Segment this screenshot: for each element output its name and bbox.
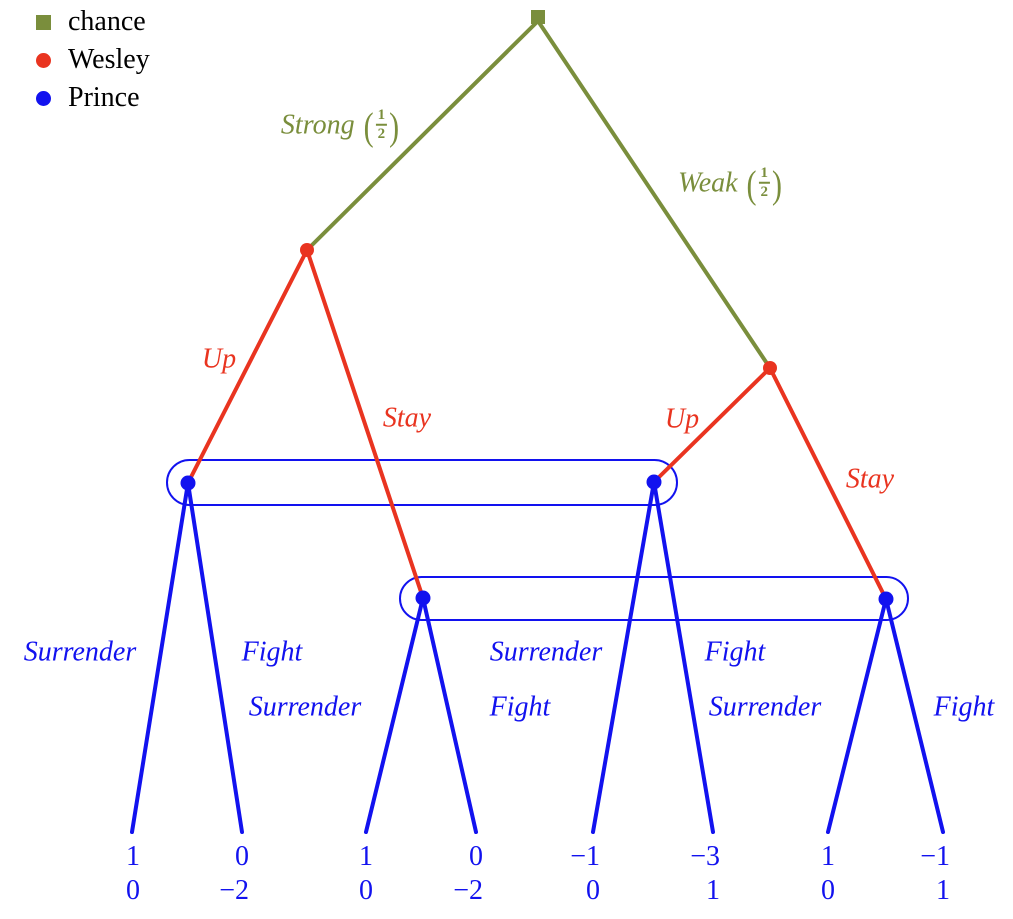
payoff-top: 1 xyxy=(821,841,835,872)
information-set-lower xyxy=(399,576,909,621)
leaf-payoffs-4: 0 −2 xyxy=(453,840,483,908)
prince-node-1 xyxy=(180,475,196,491)
edge-surrender-3 xyxy=(591,480,656,834)
payoff-bottom: −2 xyxy=(453,875,483,906)
legend-item-prince: Prince xyxy=(36,79,150,117)
edge-fight-1 xyxy=(186,481,244,834)
edge-label-fight-3: Fight xyxy=(704,636,766,668)
payoff-bottom: −2 xyxy=(219,875,249,906)
action-text: Strong xyxy=(280,109,355,141)
leaf-payoffs-5: −1 0 xyxy=(570,840,600,908)
wesley-node-strong xyxy=(300,243,314,257)
wesley-dot-icon xyxy=(36,52,51,68)
edge-up-left xyxy=(186,248,309,485)
edge-stay-left xyxy=(305,248,425,600)
open-paren: ( xyxy=(363,105,374,149)
edge-strong xyxy=(305,19,540,252)
chance-square-icon xyxy=(36,14,51,30)
payoff-bottom: 0 xyxy=(359,875,373,906)
payoff-bottom: 0 xyxy=(586,875,600,906)
fraction-denominator: 2 xyxy=(377,126,386,142)
payoff-bottom: 1 xyxy=(706,875,720,906)
leaf-payoffs-1: 1 0 xyxy=(126,840,140,908)
prince-dot-icon xyxy=(36,90,51,106)
edge-fight-2 xyxy=(421,596,478,834)
edge-label-surrender-2: Surrender xyxy=(248,691,362,723)
legend-label-wesley: Wesley xyxy=(68,44,150,75)
legend-item-chance: chance xyxy=(36,3,150,41)
edge-stay-right xyxy=(768,366,888,601)
edge-label-strong: Strong(1 2) xyxy=(280,105,400,148)
probability: (1 2) xyxy=(747,163,783,206)
payoff-top: −1 xyxy=(570,841,600,872)
payoff-bottom: 1 xyxy=(936,875,950,906)
legend: chance Wesley Prince xyxy=(36,3,150,117)
payoff-top: 1 xyxy=(126,841,140,872)
payoff-top: 1 xyxy=(359,841,373,872)
edge-label-stay-left: Stay xyxy=(382,402,432,434)
chance-node xyxy=(531,10,545,24)
information-set-upper xyxy=(166,459,678,506)
leaf-payoffs-6: −3 1 xyxy=(690,840,720,908)
fraction-denominator: 2 xyxy=(760,184,769,200)
fraction-numerator: 1 xyxy=(375,107,388,126)
wesley-node-weak xyxy=(763,361,777,375)
edge-label-surrender-1: Surrender xyxy=(23,636,137,668)
edge-surrender-1 xyxy=(130,481,190,834)
leaf-payoffs-7: 1 0 xyxy=(821,840,835,908)
edge-label-stay-right: Stay xyxy=(845,463,895,495)
edge-label-up-left: Up xyxy=(201,343,237,375)
legend-label-chance: chance xyxy=(68,6,146,37)
edge-up-right xyxy=(652,366,772,484)
payoff-top: −3 xyxy=(690,841,720,872)
edge-fight-4 xyxy=(884,597,945,834)
payoff-top: −1 xyxy=(920,841,950,872)
prince-node-3 xyxy=(415,590,431,606)
edge-weak xyxy=(536,19,772,370)
prince-node-2 xyxy=(646,474,662,490)
leaf-payoffs-3: 1 0 xyxy=(359,840,373,908)
edge-fight-3 xyxy=(652,480,715,834)
payoff-top: 0 xyxy=(469,841,483,872)
payoff-top: 0 xyxy=(235,841,249,872)
edge-label-fight-1: Fight xyxy=(241,636,303,668)
payoff-bottom: 0 xyxy=(126,875,140,906)
action-text: Weak xyxy=(677,167,738,199)
edge-surrender-4 xyxy=(826,597,888,834)
close-paren: ) xyxy=(389,105,400,149)
legend-label-prince: Prince xyxy=(68,82,140,113)
leaf-payoffs-8: −1 1 xyxy=(920,840,950,908)
open-paren: ( xyxy=(746,163,757,207)
edge-surrender-2 xyxy=(364,596,425,834)
legend-item-wesley: Wesley xyxy=(36,41,150,79)
edge-label-fight-2: Fight xyxy=(489,691,551,723)
prince-node-4 xyxy=(878,591,894,607)
edge-label-up-right: Up xyxy=(664,403,700,435)
fraction-numerator: 1 xyxy=(758,165,771,184)
leaf-payoffs-2: 0 −2 xyxy=(219,840,249,908)
edge-label-surrender-3: Surrender xyxy=(489,636,603,668)
edge-label-weak: Weak(1 2) xyxy=(677,163,783,206)
edge-label-surrender-4: Surrender xyxy=(708,691,822,723)
close-paren: ) xyxy=(772,163,783,207)
probability: (1 2) xyxy=(364,105,400,148)
edge-label-fight-4: Fight xyxy=(933,691,995,723)
payoff-bottom: 0 xyxy=(821,875,835,906)
